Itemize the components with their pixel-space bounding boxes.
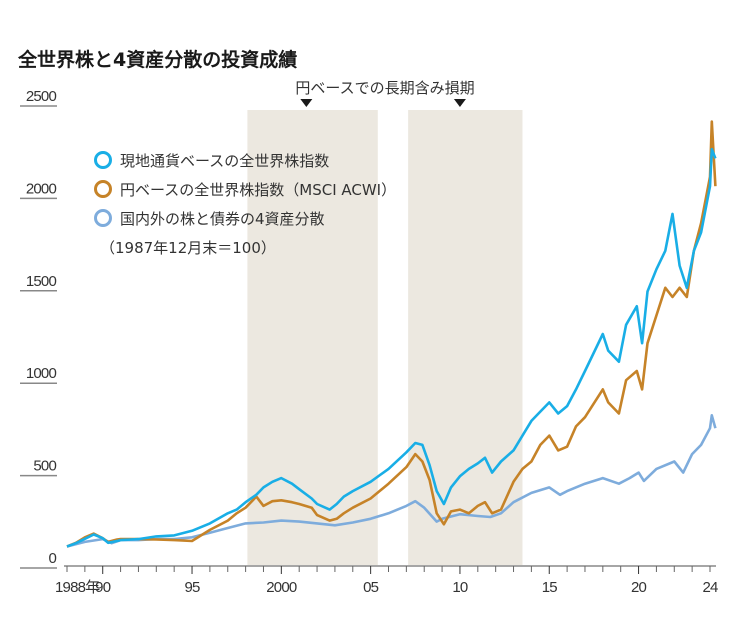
shaded-period-0 [247,110,378,565]
annotation-triangle-1 [453,99,466,107]
y-tick-label-2000: 2000 [26,180,57,197]
legend-marker-local-currency [94,151,112,169]
y-axis: 0 500 1000 1500 2000 2500 [20,88,57,569]
series-lines [66,120,717,548]
x-tick-label-2005: 05 [363,579,379,596]
x-tick-label-1990: 90 [95,579,111,596]
annotation-markers [300,99,466,107]
legend: 現地通貨ベースの全世界株指数 円ベースの全世界株指数（MSCI ACWI） 国内… [94,151,396,257]
y-tick-label-2500: 2500 [26,88,57,105]
annotation-triangle-0 [300,99,313,107]
y-tick-label-1500: 1500 [26,273,57,290]
x-tick-label-1995: 95 [184,579,200,596]
annotation-label: 円ベースでの長期含み損期 [295,79,474,97]
y-tick-label-500: 500 [33,458,56,475]
series-line-4-asset [66,413,717,548]
chart-title: 全世界株と4資産分散の投資成績 [17,48,297,71]
x-tick-label-2024: 24 [702,579,718,596]
x-tick-label-2000: 2000 [266,579,297,596]
x-tick-label-2010: 10 [452,579,468,596]
shaded-period-1 [408,110,523,565]
x-tick-label-1988: 1988年 [55,579,100,596]
legend-marker-4-asset [94,209,112,227]
y-tick-label-0: 0 [48,550,56,567]
shaded-periods [247,110,523,565]
legend-label-4-asset: 国内外の株と債券の4資産分散 [120,210,325,228]
legend-note: （1987年12月末＝100） [100,239,276,257]
x-tick-label-2020: 20 [631,579,647,596]
legend-marker-yen-based [94,180,112,198]
legend-label-yen-based: 円ベースの全世界株指数（MSCI ACWI） [120,181,396,199]
x-tick-label-2015: 15 [542,579,558,596]
series-line-yen-based [66,120,717,548]
legend-label-local-currency: 現地通貨ベースの全世界株指数 [120,152,329,170]
series-line-local-currency [66,147,717,548]
y-tick-label-1000: 1000 [26,365,57,382]
